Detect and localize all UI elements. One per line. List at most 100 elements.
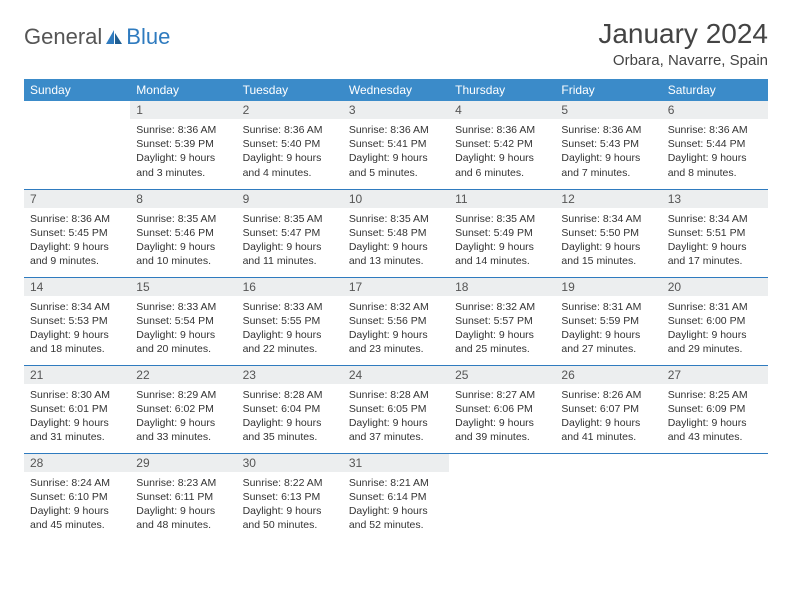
day-cell: 29Sunrise: 8:23 AMSunset: 6:11 PMDayligh… [130,453,236,541]
day-number: 18 [449,278,555,297]
daylight-text: Daylight: 9 hours and 45 minutes. [30,504,124,532]
day-cell: 25Sunrise: 8:27 AMSunset: 6:06 PMDayligh… [449,365,555,453]
sunset-text: Sunset: 5:48 PM [349,226,443,240]
daylight-text: Daylight: 9 hours and 7 minutes. [561,151,655,179]
sunrise-text: Sunrise: 8:32 AM [349,300,443,314]
sunset-text: Sunset: 6:14 PM [349,490,443,504]
day-cell: 17Sunrise: 8:32 AMSunset: 5:56 PMDayligh… [343,277,449,365]
sunset-text: Sunset: 5:44 PM [668,137,762,151]
day-body: Sunrise: 8:34 AMSunset: 5:50 PMDaylight:… [555,209,661,273]
daylight-text: Daylight: 9 hours and 22 minutes. [243,328,337,356]
day-number [555,454,661,459]
day-number: 8 [130,190,236,209]
sunrise-text: Sunrise: 8:21 AM [349,476,443,490]
day-number: 23 [237,366,343,385]
day-number: 20 [662,278,768,297]
day-cell: 11Sunrise: 8:35 AMSunset: 5:49 PMDayligh… [449,189,555,277]
sunset-text: Sunset: 6:07 PM [561,402,655,416]
daylight-text: Daylight: 9 hours and 14 minutes. [455,240,549,268]
day-cell: 23Sunrise: 8:28 AMSunset: 6:04 PMDayligh… [237,365,343,453]
daylight-text: Daylight: 9 hours and 3 minutes. [136,151,230,179]
daylight-text: Daylight: 9 hours and 8 minutes. [668,151,762,179]
daylight-text: Daylight: 9 hours and 52 minutes. [349,504,443,532]
day-number: 2 [237,101,343,120]
brand-logo: General Blue [24,18,170,50]
sunset-text: Sunset: 6:13 PM [243,490,337,504]
day-body: Sunrise: 8:36 AMSunset: 5:44 PMDaylight:… [662,120,768,184]
daylight-text: Daylight: 9 hours and 31 minutes. [30,416,124,444]
sunset-text: Sunset: 5:59 PM [561,314,655,328]
calendar-table: Sunday Monday Tuesday Wednesday Thursday… [24,79,768,541]
day-number: 9 [237,190,343,209]
day-number: 29 [130,454,236,473]
day-number: 12 [555,190,661,209]
sunset-text: Sunset: 5:55 PM [243,314,337,328]
sunset-text: Sunset: 5:45 PM [30,226,124,240]
day-number: 15 [130,278,236,297]
sunset-text: Sunset: 6:02 PM [136,402,230,416]
daylight-text: Daylight: 9 hours and 17 minutes. [668,240,762,268]
day-body: Sunrise: 8:36 AMSunset: 5:40 PMDaylight:… [237,120,343,184]
sunrise-text: Sunrise: 8:35 AM [136,212,230,226]
day-body: Sunrise: 8:36 AMSunset: 5:39 PMDaylight:… [130,120,236,184]
sunrise-text: Sunrise: 8:36 AM [349,123,443,137]
day-cell: 6Sunrise: 8:36 AMSunset: 5:44 PMDaylight… [662,101,768,189]
sunrise-text: Sunrise: 8:36 AM [455,123,549,137]
dow-sat: Saturday [662,79,768,101]
day-cell: 15Sunrise: 8:33 AMSunset: 5:54 PMDayligh… [130,277,236,365]
day-cell: 22Sunrise: 8:29 AMSunset: 6:02 PMDayligh… [130,365,236,453]
daylight-text: Daylight: 9 hours and 11 minutes. [243,240,337,268]
daylight-text: Daylight: 9 hours and 4 minutes. [243,151,337,179]
day-number: 26 [555,366,661,385]
sunset-text: Sunset: 5:56 PM [349,314,443,328]
sunrise-text: Sunrise: 8:35 AM [349,212,443,226]
day-number: 17 [343,278,449,297]
sunset-text: Sunset: 5:43 PM [561,137,655,151]
day-body: Sunrise: 8:22 AMSunset: 6:13 PMDaylight:… [237,473,343,537]
day-body: Sunrise: 8:31 AMSunset: 5:59 PMDaylight:… [555,297,661,361]
daylight-text: Daylight: 9 hours and 25 minutes. [455,328,549,356]
day-number: 25 [449,366,555,385]
day-cell [449,453,555,541]
sunrise-text: Sunrise: 8:29 AM [136,388,230,402]
sunset-text: Sunset: 5:53 PM [30,314,124,328]
day-number: 13 [662,190,768,209]
day-number: 21 [24,366,130,385]
day-body: Sunrise: 8:35 AMSunset: 5:48 PMDaylight:… [343,209,449,273]
day-number [662,454,768,459]
sunrise-text: Sunrise: 8:36 AM [561,123,655,137]
day-cell: 10Sunrise: 8:35 AMSunset: 5:48 PMDayligh… [343,189,449,277]
sunset-text: Sunset: 5:40 PM [243,137,337,151]
sunset-text: Sunset: 6:06 PM [455,402,549,416]
day-number: 7 [24,190,130,209]
daylight-text: Daylight: 9 hours and 15 minutes. [561,240,655,268]
sunrise-text: Sunrise: 8:25 AM [668,388,762,402]
sunset-text: Sunset: 6:05 PM [349,402,443,416]
title-block: January 2024 Orbara, Navarre, Spain [598,18,768,69]
sunrise-text: Sunrise: 8:36 AM [136,123,230,137]
day-body: Sunrise: 8:36 AMSunset: 5:43 PMDaylight:… [555,120,661,184]
daylight-text: Daylight: 9 hours and 41 minutes. [561,416,655,444]
sunrise-text: Sunrise: 8:34 AM [561,212,655,226]
day-body: Sunrise: 8:23 AMSunset: 6:11 PMDaylight:… [130,473,236,537]
sunrise-text: Sunrise: 8:30 AM [30,388,124,402]
sunrise-text: Sunrise: 8:31 AM [668,300,762,314]
day-body: Sunrise: 8:33 AMSunset: 5:54 PMDaylight:… [130,297,236,361]
day-cell: 18Sunrise: 8:32 AMSunset: 5:57 PMDayligh… [449,277,555,365]
dow-thu: Thursday [449,79,555,101]
day-number: 19 [555,278,661,297]
week-row: 21Sunrise: 8:30 AMSunset: 6:01 PMDayligh… [24,365,768,453]
location-label: Orbara, Navarre, Spain [598,52,768,69]
day-body: Sunrise: 8:34 AMSunset: 5:51 PMDaylight:… [662,209,768,273]
day-cell: 21Sunrise: 8:30 AMSunset: 6:01 PMDayligh… [24,365,130,453]
sunset-text: Sunset: 6:10 PM [30,490,124,504]
sunrise-text: Sunrise: 8:26 AM [561,388,655,402]
brand-general: General [24,24,102,50]
day-number: 4 [449,101,555,120]
day-number: 24 [343,366,449,385]
day-cell: 14Sunrise: 8:34 AMSunset: 5:53 PMDayligh… [24,277,130,365]
daylight-text: Daylight: 9 hours and 5 minutes. [349,151,443,179]
day-body: Sunrise: 8:21 AMSunset: 6:14 PMDaylight:… [343,473,449,537]
day-cell [24,101,130,189]
day-body: Sunrise: 8:31 AMSunset: 6:00 PMDaylight:… [662,297,768,361]
